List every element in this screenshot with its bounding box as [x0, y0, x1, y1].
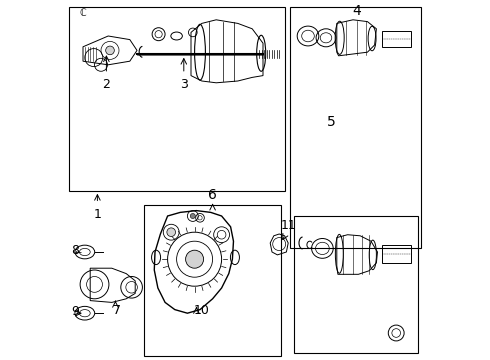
Text: 4: 4 [352, 4, 361, 18]
Bar [290, 7, 421, 248]
Text: 8: 8 [72, 244, 79, 257]
Text: 6: 6 [208, 188, 217, 202]
Text: ℂ: ℂ [80, 8, 86, 18]
Text: 5: 5 [327, 115, 336, 129]
Circle shape [106, 46, 114, 55]
Text: 9: 9 [72, 305, 79, 318]
Text: ←: ← [74, 248, 81, 256]
Circle shape [186, 250, 204, 268]
Bar [69, 7, 285, 191]
Text: 3: 3 [180, 78, 188, 91]
Text: 2: 2 [102, 78, 110, 91]
Text: 7: 7 [113, 304, 121, 317]
Text: 1: 1 [94, 208, 101, 221]
Bar [294, 216, 418, 353]
Circle shape [190, 213, 196, 219]
Bar [144, 205, 281, 356]
Text: 10: 10 [194, 304, 210, 317]
Text: 11: 11 [281, 219, 296, 232]
Circle shape [167, 228, 175, 237]
